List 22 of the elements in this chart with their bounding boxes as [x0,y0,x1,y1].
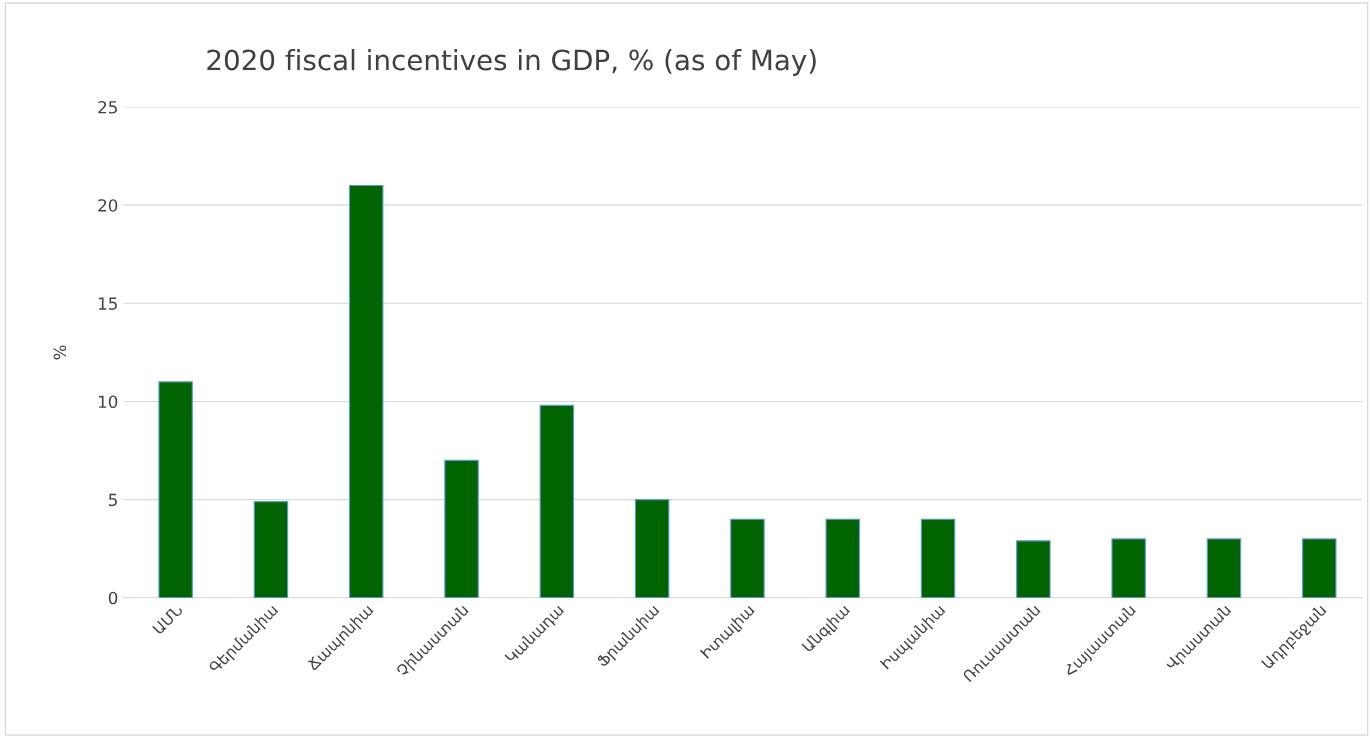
bar [349,184,384,598]
y-tick-label: 25 [98,100,117,114]
bar [253,501,289,598]
bar [539,404,575,598]
x-tick-label: ԱՄՆ [152,603,184,635]
bar [1016,540,1051,598]
bar [1302,538,1337,598]
y-tick-label: 0 [108,591,118,605]
bar [634,499,670,598]
y-tick-label: 5 [109,493,117,507]
y-tick-label: 15 [98,297,117,310]
y-tick-label: 20 [98,199,118,212]
bar [1111,538,1146,598]
bar [920,518,956,598]
y-axis-title: % [53,345,67,360]
bar [730,518,765,598]
bar [444,459,479,598]
bar [1206,538,1242,598]
bar [825,518,860,598]
y-tick-label: 10 [98,395,118,409]
chart-title: 2020 fiscal incentives in GDP, % (as of May) [207,49,816,76]
bar [158,381,193,598]
